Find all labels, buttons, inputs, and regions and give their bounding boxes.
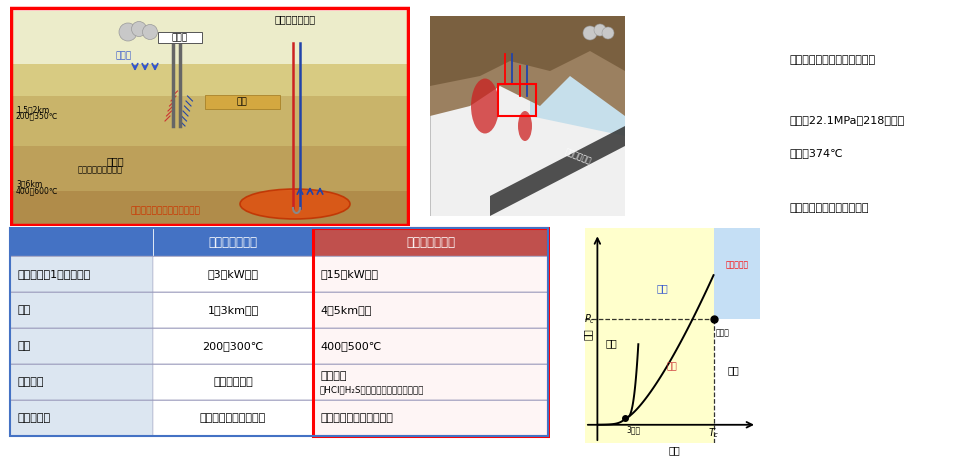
Bar: [313, 228, 548, 436]
Bar: [10, 364, 153, 400]
Text: 帽岩: 帽岩: [236, 97, 248, 106]
Text: 温度が374℃: 温度が374℃: [790, 148, 844, 158]
Polygon shape: [430, 16, 625, 116]
Circle shape: [142, 24, 157, 40]
Bar: [10, 400, 153, 436]
Text: （水を通しにくい）: （水を通しにくい）: [78, 165, 123, 175]
Text: 従来型: 従来型: [172, 33, 188, 42]
Bar: [10, 256, 153, 292]
Bar: [313, 400, 548, 436]
Text: 地熱貯留層: 地熱貯留層: [17, 413, 50, 423]
Text: 400～500℃: 400～500℃: [320, 341, 381, 351]
Text: 流体の存在形態は未解明: 流体の存在形態は未解明: [320, 413, 393, 423]
Bar: [12, 11, 408, 64]
Bar: [313, 228, 548, 256]
Text: 蒸気: 蒸気: [666, 362, 677, 371]
Text: 4～5km程度: 4～5km程度: [320, 305, 372, 315]
Bar: [153, 400, 313, 436]
Text: 1.5～2km: 1.5～2km: [16, 106, 49, 114]
Bar: [12, 64, 408, 96]
Bar: [313, 256, 548, 292]
Bar: [153, 364, 313, 400]
Text: 開発規模（1基あたり）: 開発規模（1基あたり）: [17, 269, 90, 279]
Circle shape: [602, 27, 614, 39]
Text: 温度: 温度: [669, 445, 681, 455]
Text: 超臨界流体: 超臨界流体: [725, 260, 749, 269]
Bar: [153, 292, 313, 328]
Bar: [153, 256, 313, 292]
Bar: [313, 292, 548, 328]
Text: 従来型地熱発電: 従来型地熱発電: [208, 236, 257, 248]
Bar: [313, 328, 548, 364]
Text: 海洋プレート: 海洋プレート: [564, 147, 592, 166]
Text: 3～6km: 3～6km: [16, 179, 42, 189]
Text: 水が超臨界状態になるのは、: 水が超臨界状態になるのは、: [790, 55, 876, 65]
Text: 海水起源: 海水起源: [320, 371, 347, 381]
Text: 1～3km程度: 1～3km程度: [207, 305, 258, 315]
Bar: [12, 146, 408, 191]
Ellipse shape: [518, 111, 532, 141]
Text: 主に雨水起源: 主に雨水起源: [213, 377, 252, 387]
Bar: [153, 328, 313, 364]
Bar: [205, 95, 280, 109]
Text: 液体: 液体: [657, 283, 668, 293]
Text: 圧力: 圧力: [583, 328, 593, 340]
Bar: [12, 191, 408, 224]
Text: ～15万kW程度: ～15万kW程度: [320, 269, 378, 279]
Text: 圧力が22.1MPa（218気圧）: 圧力が22.1MPa（218気圧）: [790, 115, 905, 125]
Bar: [498, 84, 536, 116]
Text: 1: 1: [480, 195, 486, 204]
Polygon shape: [530, 16, 625, 136]
Text: ～3万kW程度: ～3万kW程度: [207, 269, 258, 279]
Text: 超臨界地熱発電: 超臨界地熱発電: [406, 236, 455, 248]
Text: 超臨界地熱発電: 超臨界地熱発電: [275, 14, 316, 24]
Text: 臨界点: 臨界点: [716, 328, 730, 337]
Text: 3平点: 3平点: [627, 426, 641, 435]
Bar: [12, 96, 408, 146]
Ellipse shape: [471, 78, 499, 134]
Polygon shape: [430, 16, 625, 86]
Bar: [713, 319, 760, 443]
Text: 固体: 固体: [606, 338, 617, 348]
Text: 温度: 温度: [17, 341, 31, 351]
Text: 200～300℃: 200～300℃: [203, 341, 264, 351]
Bar: [153, 228, 313, 256]
Circle shape: [594, 24, 606, 36]
Text: 深さ: 深さ: [17, 305, 31, 315]
Text: 出典：NEDO技術戦略研究センター作成（2017）: 出典：NEDO技術戦略研究センター作成（2017）: [435, 206, 575, 215]
Text: の臨界点を超えている時。: の臨界点を超えている時。: [790, 203, 870, 213]
Bar: [713, 228, 760, 319]
Bar: [158, 32, 202, 43]
Circle shape: [132, 22, 147, 36]
Text: 雨水等: 雨水等: [115, 52, 132, 60]
Circle shape: [119, 23, 137, 41]
Bar: [10, 228, 548, 436]
Text: マグマ・マントル由来の水分: マグマ・マントル由来の水分: [130, 207, 200, 215]
Text: $P_c$: $P_c$: [585, 312, 596, 326]
Polygon shape: [490, 126, 625, 216]
Text: 基盤岩: 基盤岩: [107, 156, 124, 166]
Text: 地熱流体: 地熱流体: [17, 377, 43, 387]
Bar: [313, 364, 548, 400]
Bar: [10, 328, 153, 364]
Bar: [10, 292, 153, 328]
Text: 200～350℃: 200～350℃: [16, 112, 59, 120]
Ellipse shape: [240, 189, 350, 219]
Text: （HCl、H₂S等を含むため、高腐食性）: （HCl、H₂S等を含むため、高腐食性）: [320, 385, 424, 395]
Circle shape: [583, 26, 597, 40]
Text: 断層や破砕帯（亀裂）: 断層や破砕帯（亀裂）: [200, 413, 266, 423]
Text: 400～600℃: 400～600℃: [16, 187, 59, 195]
Text: $T_c$: $T_c$: [708, 426, 719, 440]
Text: 気体: 気体: [728, 365, 739, 375]
Bar: [10, 228, 153, 256]
